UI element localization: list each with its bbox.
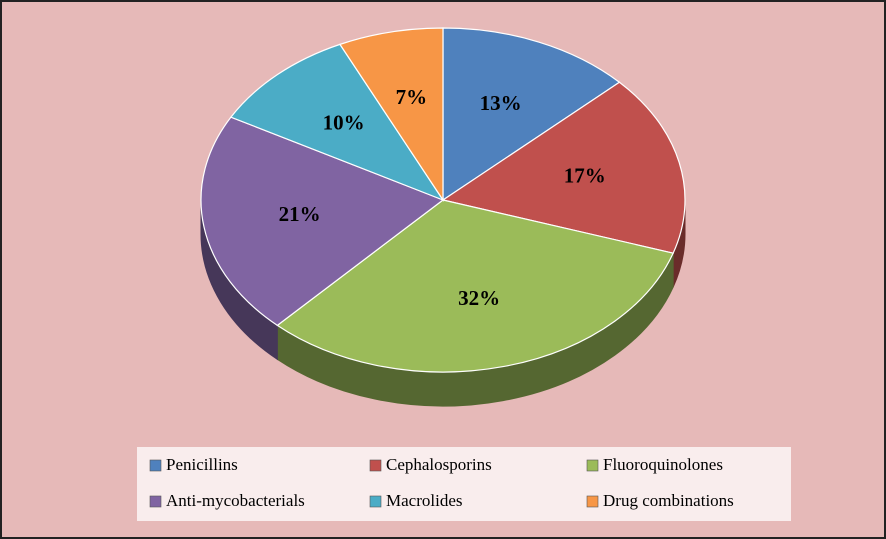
legend-marker [149, 459, 162, 472]
legend-label: Anti-mycobacterials [166, 491, 305, 510]
legend-label: Cephalosporins [386, 455, 492, 474]
slice [442, 27, 621, 202]
legend-marker [369, 495, 382, 508]
slice [200, 116, 445, 327]
legend-marker [369, 459, 382, 472]
slice [276, 199, 675, 373]
legend-label: Fluoroquinolones [603, 455, 723, 474]
legend-box [137, 447, 791, 521]
data-label: 32% [458, 286, 500, 310]
legend-label: Drug combinations [603, 491, 734, 510]
data-label: 17% [564, 163, 606, 187]
slice [339, 27, 444, 202]
legend-marker [586, 459, 599, 472]
legend-marker [586, 495, 599, 508]
legend-label: Penicillins [166, 455, 238, 474]
legend-label: Macrolides [386, 491, 462, 510]
data-label: 7% [396, 85, 428, 109]
data-label: 13% [480, 91, 522, 115]
legend-marker [149, 495, 162, 508]
slice [229, 43, 445, 202]
slice [441, 81, 686, 254]
data-label: 21% [279, 202, 321, 226]
data-label: 10% [323, 111, 365, 135]
